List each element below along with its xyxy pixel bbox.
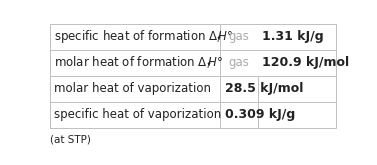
Text: (at STP): (at STP)	[50, 134, 91, 144]
Bar	[50, 24, 336, 128]
Text: 28.5 kJ/mol: 28.5 kJ/mol	[225, 82, 303, 95]
Text: 1.31 kJ/g: 1.31 kJ/g	[262, 30, 323, 43]
Text: specific heat of formation $\Delta_f\!H°$: specific heat of formation $\Delta_f\!H°…	[54, 28, 234, 45]
Text: 120.9 kJ/mol: 120.9 kJ/mol	[262, 56, 349, 69]
Text: 0.309 kJ/g: 0.309 kJ/g	[225, 108, 295, 121]
Text: molar heat of vaporization: molar heat of vaporization	[54, 82, 211, 95]
Text: gas: gas	[228, 56, 250, 69]
Text: gas: gas	[228, 30, 250, 43]
Text: molar heat of formation $\Delta_f\!H°$: molar heat of formation $\Delta_f\!H°$	[54, 55, 224, 71]
Text: specific heat of vaporization: specific heat of vaporization	[54, 108, 222, 121]
